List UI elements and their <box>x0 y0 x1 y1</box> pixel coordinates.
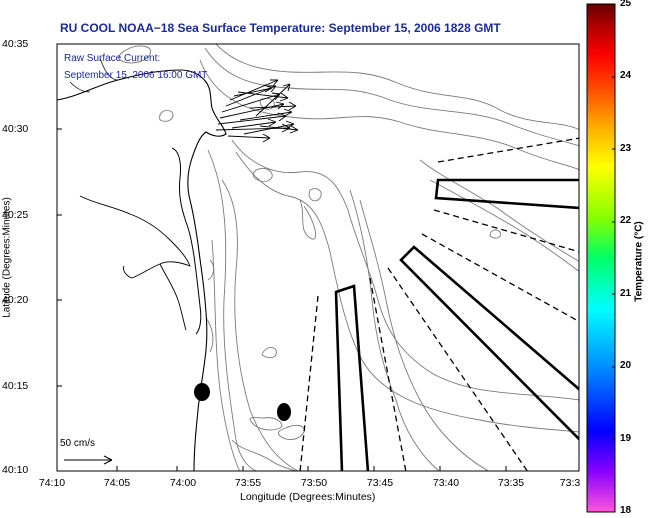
radar-sector-lines <box>299 137 579 471</box>
x-tick-label: 73:3 <box>559 477 581 489</box>
y-tick-label: 40:25 <box>2 209 29 221</box>
colorbar-ticks <box>612 76 615 440</box>
x-tick-label: 73:35 <box>497 477 525 489</box>
colorbar-tick-label: 23 <box>620 143 632 154</box>
colorbar-tick-label: 24 <box>620 70 632 81</box>
colorbar <box>586 3 616 513</box>
scale-arrow <box>64 455 113 465</box>
colorbar-tick-label: 21 <box>620 288 632 299</box>
x-tick-label: 74:10 <box>38 477 66 489</box>
plot-area <box>57 44 579 471</box>
radar-site-marker[interactable] <box>277 403 291 421</box>
barrier-island <box>171 147 202 335</box>
x-tick-label: 73:50 <box>300 477 328 489</box>
y-tick-label: 40:35 <box>2 38 29 50</box>
y-tick-label: 40:15 <box>2 380 29 392</box>
colorbar-label: Temperature (°C) <box>633 221 645 302</box>
y-tick-label: 40:10 <box>2 464 29 476</box>
x-tick-label: 73:45 <box>366 477 394 489</box>
y-axis-label: Latitude (Degrees:Minutes) <box>1 197 13 318</box>
inland-shoreline <box>79 195 191 279</box>
scale-label: 50 cm/s <box>60 438 96 449</box>
x-axis-label: Longitude (Degrees:Minutes) <box>240 491 376 503</box>
colorbar-tick-label: 18 <box>620 505 632 516</box>
x-tick-label: 74:00 <box>169 477 197 489</box>
surface-current-arrows <box>215 79 299 143</box>
radar-site-marker[interactable] <box>194 383 210 401</box>
colorbar-tick-label: 20 <box>620 360 632 371</box>
axis-ticks <box>56 43 507 472</box>
radar-beam-outlines <box>334 178 579 471</box>
colorbar-tick-label: 22 <box>620 215 632 226</box>
y-tick-label: 40:30 <box>2 123 29 135</box>
x-tick-label: 74:05 <box>103 477 131 489</box>
plot-frame <box>56 43 580 472</box>
x-tick-label: 73:40 <box>432 477 460 489</box>
overlay-date: September 15, 2006 16:00 GMT <box>64 70 208 81</box>
y-tick-label: 40:20 <box>2 294 29 306</box>
x-tick-label: 73:55 <box>234 477 262 489</box>
overlay-title: Raw Surface Current: <box>64 53 161 64</box>
colorbar-tick-label: 19 <box>620 433 632 444</box>
colorbar-tick-label: 25 <box>620 0 632 9</box>
map-title: RU COOL NOAA−18 Sea Surface Temperature:… <box>60 21 501 35</box>
coastline <box>57 69 227 471</box>
